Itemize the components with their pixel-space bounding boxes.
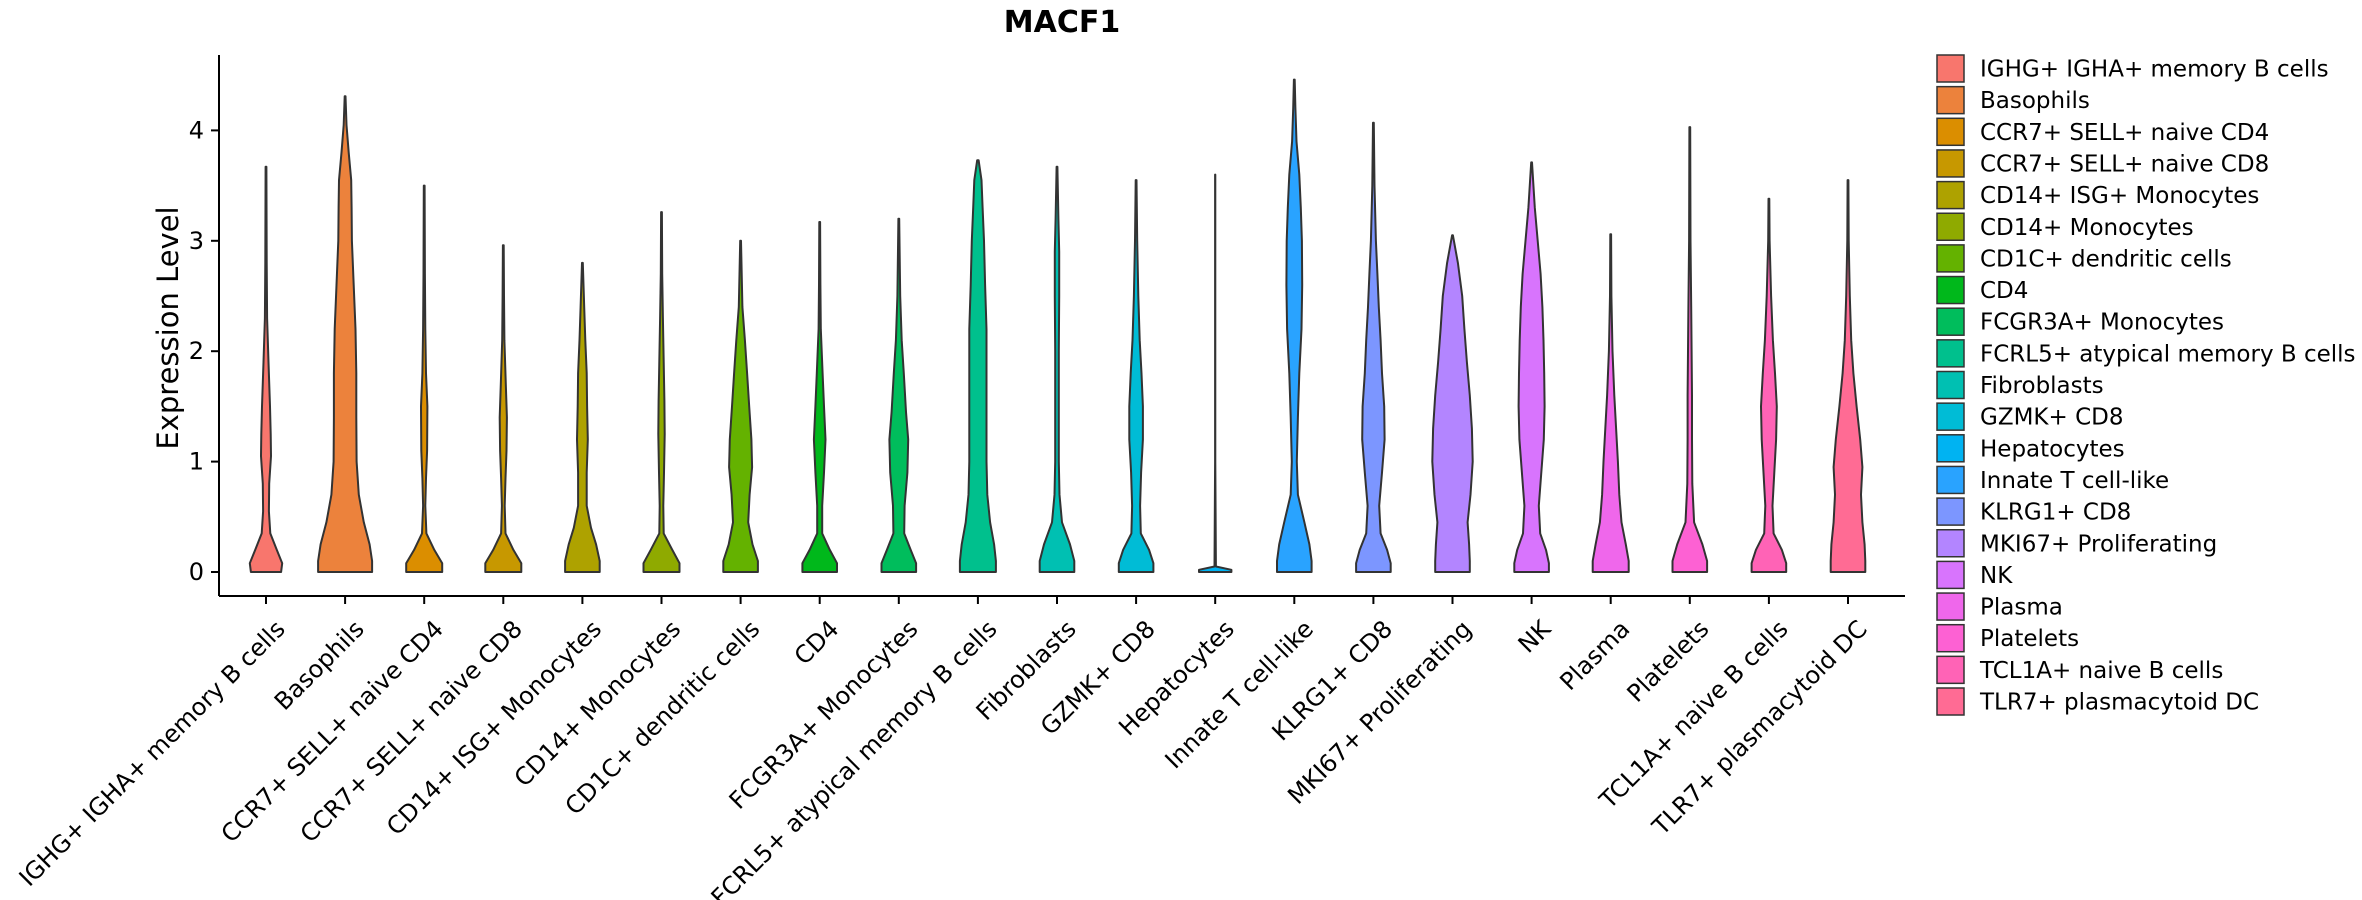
legend-label: MKI67+ Proliferating <box>1980 531 2217 557</box>
legend-swatch <box>1936 560 1965 590</box>
legend-swatch <box>1936 529 1965 558</box>
legend-label: IGHG+ IGHA+ memory B cells <box>1980 57 2329 83</box>
y-tick-label: 3 <box>189 227 204 255</box>
violin-18 <box>1591 233 1630 573</box>
chart-title: MACF1 <box>1004 5 1120 40</box>
legend-swatch <box>1936 339 1965 368</box>
legend-label: CCR7+ SELL+ naive CD8 <box>1980 151 2269 177</box>
violin-12 <box>1117 179 1155 573</box>
violin-1 <box>248 165 284 573</box>
legend-swatch <box>1936 687 1965 716</box>
violin-5 <box>564 261 601 573</box>
x-tick-label: IGHG+ IGHA+ memory B cells <box>14 615 291 892</box>
legend-swatch <box>1936 370 1965 400</box>
y-tick-label: 4 <box>189 116 204 144</box>
legend-label: CD14+ ISG+ Monocytes <box>1980 183 2259 209</box>
legend-label: NK <box>1980 563 2013 589</box>
violin-11 <box>1038 165 1076 573</box>
x-tick-label: Innate T cell-like <box>1160 615 1319 774</box>
violin-14 <box>1276 78 1313 573</box>
violin-9 <box>880 217 918 573</box>
legend-label: TCL1A+ naive B cells <box>1979 658 2223 684</box>
legend-swatch <box>1936 85 1965 115</box>
violin-2 <box>317 95 374 573</box>
legend-swatch <box>1936 465 1965 495</box>
legend-swatch <box>1936 497 1965 526</box>
violin-10 <box>958 159 997 573</box>
legend: IGHG+ IGHA+ memory B cells Basophils CCR7+… <box>1936 54 2356 716</box>
legend-label: Innate T cell-like <box>1980 468 2169 494</box>
legend-label: CD4 <box>1980 278 2028 304</box>
legend-swatch <box>1936 244 1965 273</box>
legend-label: Platelets <box>1980 626 2079 652</box>
violin-19 <box>1671 126 1709 573</box>
y-tick-label: 2 <box>189 337 204 365</box>
legend-label: FCGR3A+ Monocytes <box>1980 310 2224 336</box>
legend-swatch <box>1936 655 1965 685</box>
legend-label: KLRG1+ CD8 <box>1980 500 2131 526</box>
violin-21 <box>1829 179 1867 573</box>
y-axis: 0 1 2 3 4 <box>189 55 220 596</box>
violin-13 <box>1198 173 1233 573</box>
legend-label: Plasma <box>1980 595 2063 621</box>
legend-label: Basophils <box>1980 88 2090 114</box>
x-tick-label: CD4 <box>789 615 845 671</box>
legend-swatch <box>1936 149 1965 178</box>
x-tick-label: NK <box>1513 614 1558 659</box>
legend-swatch <box>1936 402 1965 431</box>
y-tick-label: 1 <box>189 448 204 476</box>
violin-20 <box>1750 197 1788 573</box>
legend-label: TLR7+ plasmacytoid DC <box>1979 690 2259 716</box>
x-axis: IGHG+ IGHA+ memory B cellsBasophilsCCR7+… <box>14 595 1905 900</box>
legend-swatch <box>1936 434 1965 463</box>
y-axis-title: Expression Level <box>151 206 185 449</box>
legend-swatch <box>1936 54 1965 83</box>
legend-label: CD14+ Monocytes <box>1980 215 2194 241</box>
legend-swatch <box>1936 307 1965 336</box>
violin-4 <box>484 244 523 573</box>
violin-7 <box>722 239 759 573</box>
legend-label: Fibroblasts <box>1980 373 2104 399</box>
violin-layer <box>248 78 1867 573</box>
violin-16 <box>1431 234 1474 573</box>
x-tick-label: Plasma <box>1554 615 1635 696</box>
legend-swatch <box>1936 275 1965 305</box>
legend-label: CD1C+ dendritic cells <box>1980 246 2232 272</box>
legend-swatch <box>1936 117 1965 147</box>
legend-label: FCRL5+ atypical memory B cells <box>1980 341 2356 367</box>
legend-swatch <box>1936 592 1965 621</box>
legend-label: CCR7+ SELL+ naive CD4 <box>1980 120 2269 146</box>
violin-6 <box>642 211 681 573</box>
legend-label: Hepatocytes <box>1980 436 2125 462</box>
legend-swatch <box>1936 623 1965 653</box>
violin-15 <box>1355 121 1392 573</box>
violin-8 <box>801 221 838 573</box>
violin-3 <box>405 184 444 573</box>
legend-label: GZMK+ CD8 <box>1980 405 2124 431</box>
violin-17 <box>1513 161 1550 573</box>
legend-swatch <box>1936 212 1965 241</box>
x-tick-label: FCRL5+ atypical memory B cells <box>706 615 1003 900</box>
legend-swatch <box>1936 180 1965 210</box>
y-tick-label: 0 <box>189 558 204 586</box>
